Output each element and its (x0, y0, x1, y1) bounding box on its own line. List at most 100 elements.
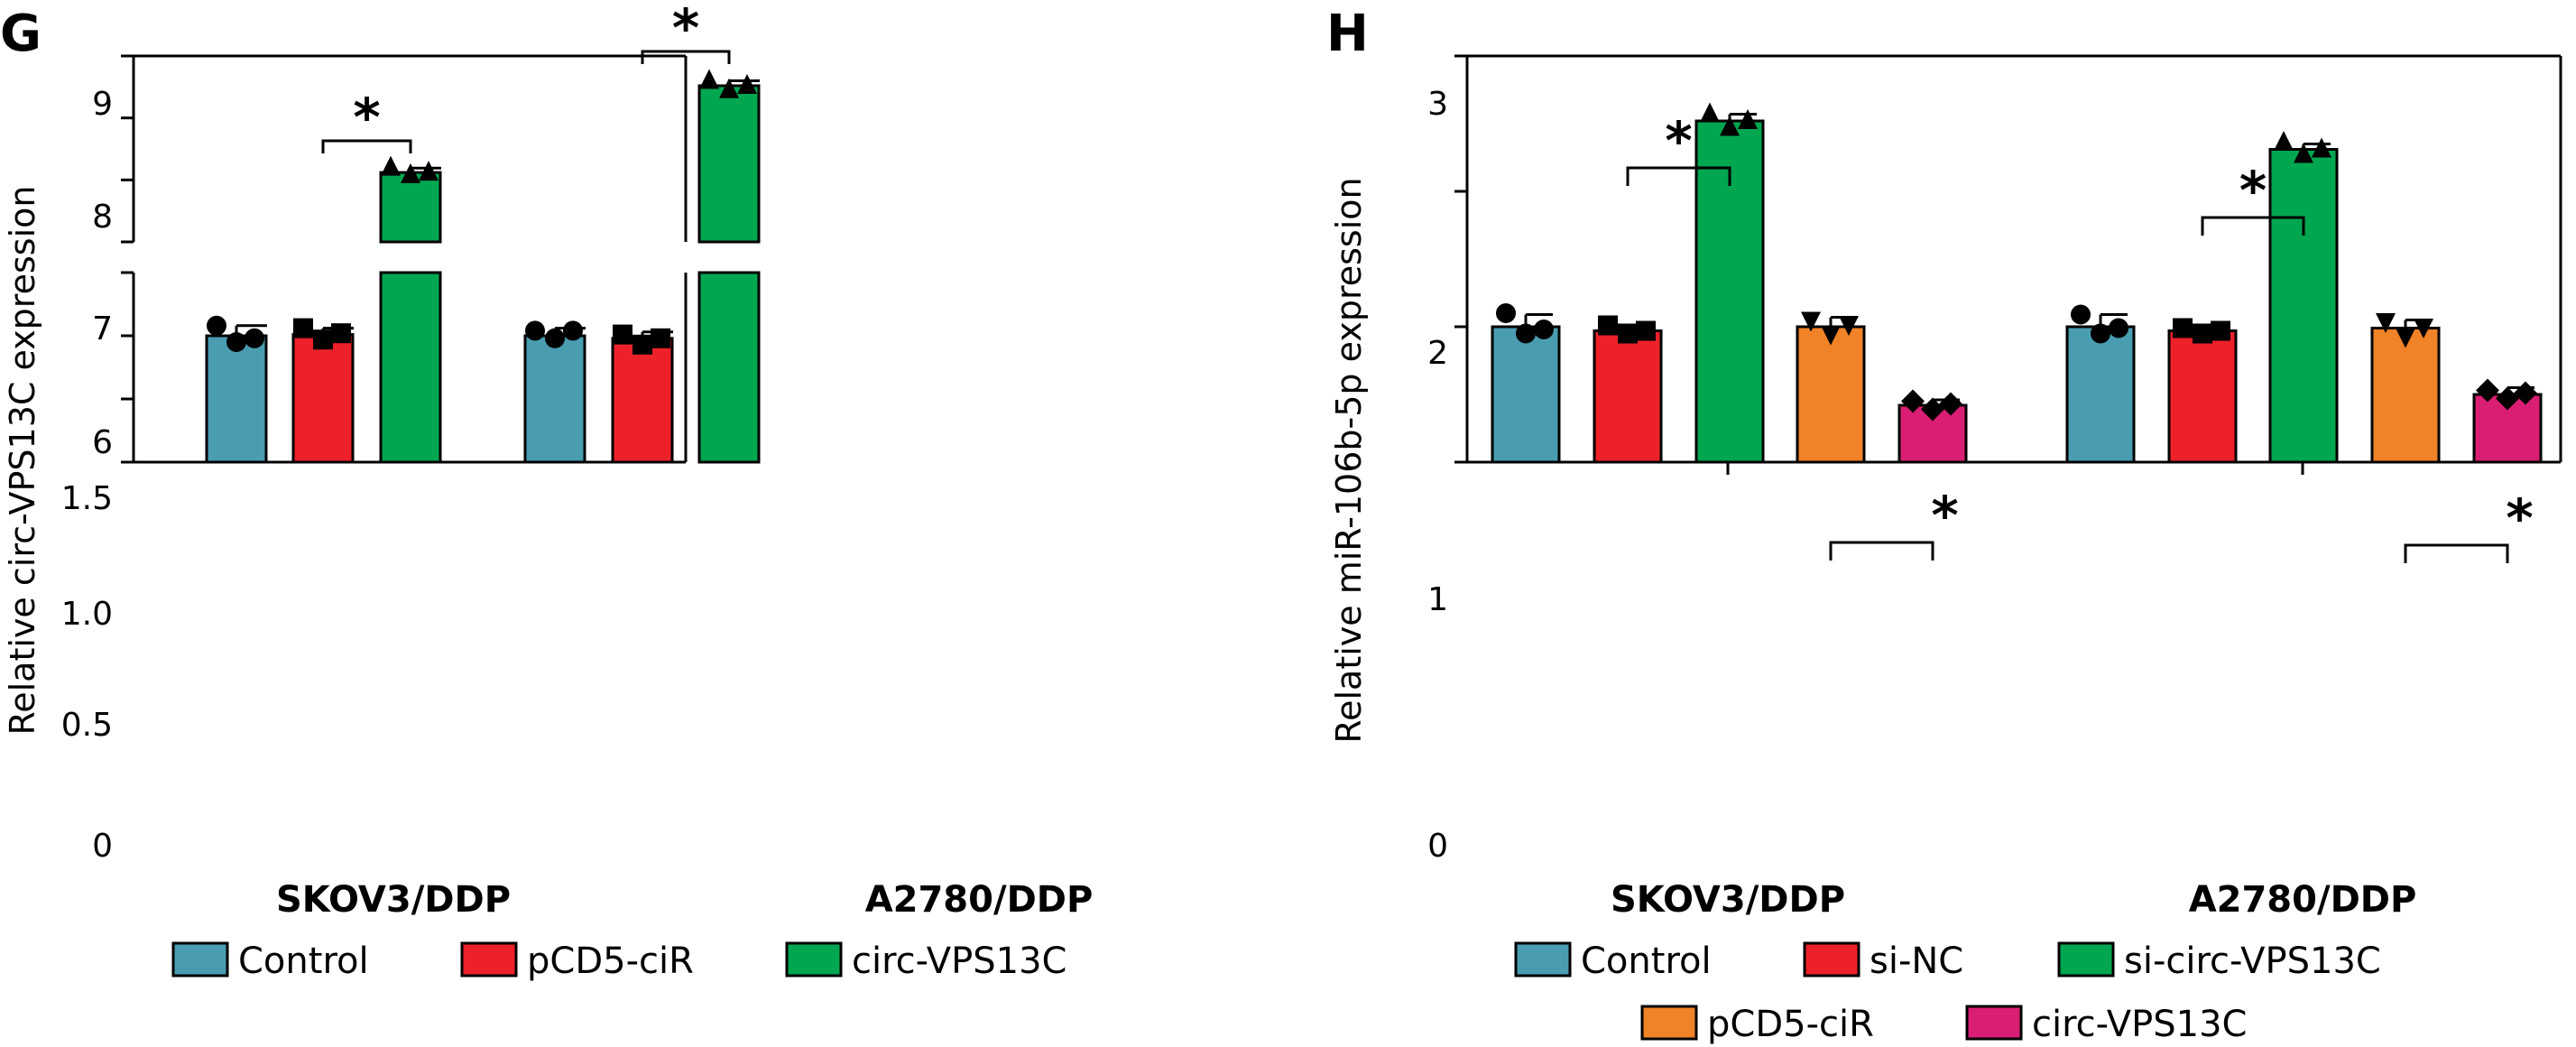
point-h-4-0-1 (1921, 397, 1944, 422)
legend-swatch-control (171, 941, 229, 978)
point-g-1-1-2 (651, 328, 670, 348)
category-label-g-0: SKOV3/DDP (276, 879, 511, 921)
point-g-0-1-0 (525, 320, 545, 341)
point-h-1-1-0 (2173, 318, 2193, 338)
point-h-3-1-2 (2414, 319, 2433, 338)
point-h-3-0-2 (1839, 316, 1859, 336)
bar-g-1-0 (291, 333, 355, 464)
bar-g-2-1-upper (697, 84, 761, 244)
y-tick-h-2: 2 (1427, 335, 1448, 372)
bar-g-0-0 (205, 334, 268, 464)
point-h-2-0-0 (1700, 102, 1720, 123)
bar-g-2-1-lower (697, 271, 761, 464)
plot-area-g: ** (121, 0, 761, 464)
y-axis-label-h: Relative miR-106b-5p expression (1329, 177, 1369, 743)
significance-bracket-h-2 (2201, 216, 2305, 236)
bar-g-1-1 (611, 337, 674, 464)
category-label-h-1: A2780/DDP (2189, 879, 2417, 921)
point-h-0-0-2 (1534, 320, 1554, 339)
bar-h-0-0 (1491, 325, 1561, 464)
category-label-g-1: A2780/DDP (865, 879, 1094, 921)
y-tick-h-0: 0 (1427, 828, 1448, 865)
point-h-1-0-0 (1598, 315, 1618, 336)
legend-swatch-control-h (1514, 941, 1572, 978)
bar-g-0-1 (523, 334, 586, 464)
significance-star-h-0: * (1665, 110, 1692, 171)
point-h-3-0-0 (1801, 311, 1821, 332)
legend-label-control: Control (238, 940, 369, 982)
bar-h-0-1 (2065, 325, 2136, 464)
point-h-0-1-0 (2071, 304, 2091, 325)
y-tick-g-upper-2: 8 (92, 199, 113, 236)
point-g-0-1-1 (545, 328, 565, 348)
significance-star-h-3: * (2506, 487, 2533, 549)
plot-area-h: * * * * (1454, 54, 2562, 563)
point-h-2-1-1 (2294, 143, 2313, 163)
legend-swatch-si-circ-vps13c (2057, 941, 2115, 978)
point-h-1-1-1 (2193, 323, 2212, 344)
point-h-1-1-2 (2211, 320, 2230, 341)
y-tick-h-3: 3 (1427, 86, 1448, 123)
point-g-1-0-1 (313, 329, 333, 350)
point-g-2-1-1 (719, 78, 739, 98)
significance-bracket-g-1 (641, 50, 731, 64)
point-h-4-0-0 (1901, 389, 1925, 413)
point-g-2-0-0 (381, 155, 401, 176)
point-g-1-0-0 (293, 318, 313, 338)
significance-star-g-0: * (353, 87, 380, 148)
y-tick-g-lower-0: 0 (92, 828, 113, 865)
point-g-0-1-2 (563, 320, 583, 341)
significance-bracket-h-3 (2404, 543, 2509, 563)
point-g-0-0-2 (245, 328, 264, 348)
point-g-0-0-1 (226, 332, 246, 352)
significance-bracket-h-0 (1626, 166, 1731, 186)
bar-g-2-0-lower (379, 271, 442, 464)
point-h-2-0-2 (1738, 109, 1758, 129)
legend-label-control-h: Control (1581, 940, 1712, 982)
category-label-h-0: SKOV3/DDP (1611, 879, 1845, 921)
significance-star-h-2: * (2239, 160, 2267, 221)
y-tick-g-lower-2: 1.0 (61, 596, 113, 633)
bar-h-3-1 (2370, 327, 2441, 464)
panel-letter-h: H (1326, 5, 1369, 63)
bar-h-1-0 (1593, 329, 1663, 464)
point-g-0-0-0 (207, 315, 226, 336)
legend-swatch-si-nc (1803, 941, 1860, 978)
legend-swatch-pcd5-cir-h (1640, 1005, 1698, 1041)
legend-label-circ-vps13c-h: circ-VPS13C (2032, 1004, 2247, 1045)
point-h-1-0-2 (1636, 320, 1656, 341)
legend-label-circ-vps13c: circ-VPS13C (852, 940, 1066, 982)
bar-g-2-0-upper (379, 171, 442, 244)
legend-label-si-nc: si-NC (1870, 940, 1963, 982)
y-axis-label-g: Relative circ-VPS13C expression (3, 186, 42, 736)
bar-h-3-0 (1796, 325, 1866, 464)
legend-swatch-circ-vps13c-h (1965, 1005, 2023, 1041)
point-g-1-1-0 (613, 324, 632, 345)
point-g-2-0-1 (401, 162, 420, 183)
point-g-1-1-1 (632, 334, 652, 355)
y-tick-g-lower-3: 1.5 (61, 480, 113, 517)
point-h-4-1-1 (2496, 386, 2519, 411)
significance-bracket-g-0 (321, 139, 412, 153)
point-g-1-0-2 (331, 323, 351, 344)
point-h-0-1-2 (2109, 318, 2128, 338)
point-h-0-0-0 (1496, 303, 1516, 323)
point-h-2-0-1 (1720, 116, 1740, 136)
legend-label-si-circ-vps13c: si-circ-VPS13C (2124, 940, 2381, 982)
legend-h: Control si-NC si-circ-VPS13C pCD5-ciR ci… (1514, 940, 2381, 1045)
legend-swatch-circ-vps13c (785, 941, 843, 978)
point-h-4-1-2 (2514, 381, 2537, 405)
bar-h-1-1 (2167, 329, 2238, 464)
point-h-0-1-1 (2091, 323, 2110, 344)
y-tick-h-1: 1 (1427, 581, 1448, 618)
point-g-2-1-0 (699, 69, 719, 89)
legend-swatch-pcd5-cir (460, 941, 518, 978)
bar-h-2-1 (2268, 148, 2339, 464)
point-h-2-1-0 (2274, 131, 2294, 151)
significance-bracket-h-1 (1829, 541, 1934, 561)
point-g-2-0-2 (419, 161, 439, 181)
panel-letter-g: G (0, 5, 42, 63)
point-h-4-1-0 (2476, 378, 2499, 403)
point-h-0-0-1 (1516, 323, 1536, 344)
